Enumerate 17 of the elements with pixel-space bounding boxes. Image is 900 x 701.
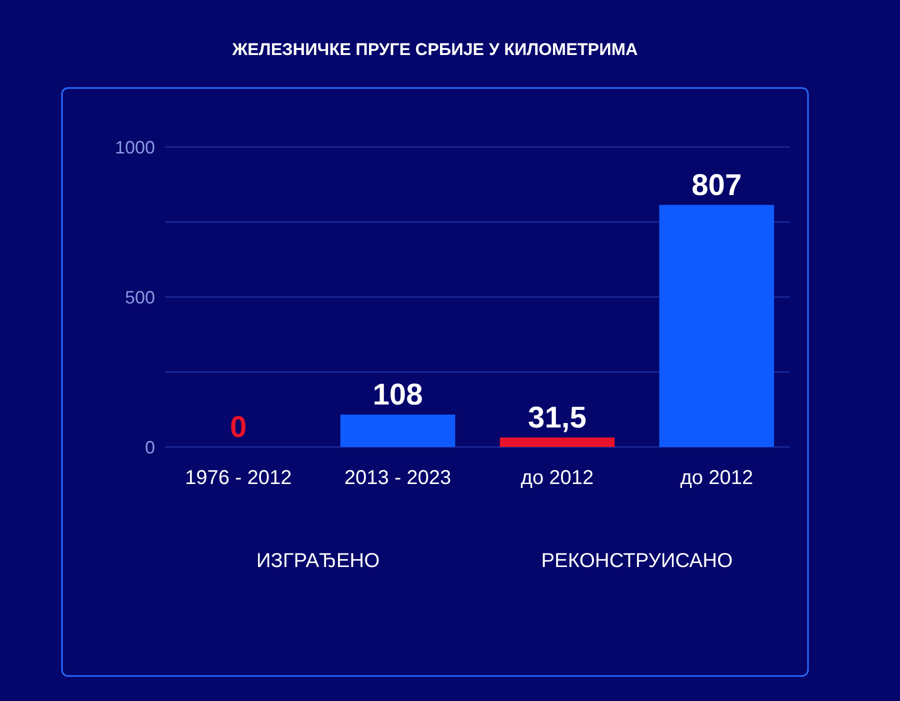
text: ИЗГРАЂЕНО	[256, 550, 380, 572]
data-label: 807	[692, 168, 742, 202]
x-tick-label: 2013 - 2023	[344, 467, 452, 489]
x-tick-label: до 2012	[680, 467, 754, 489]
text: РЕКОНСТРУИСАНО	[541, 550, 733, 572]
y-tick-label: 500	[124, 287, 155, 308]
x-tick-label: до 2012	[520, 467, 594, 489]
data-label: 0	[230, 411, 247, 444]
data-label: 31,5	[528, 402, 586, 435]
bar	[340, 414, 456, 447]
bar	[659, 204, 774, 447]
chart-title: ЖЕЛЕЗНИЧКЕ ПРУГЕ СРБИЈЕ У КИЛОМЕТРИМА	[231, 40, 638, 59]
bar	[500, 438, 615, 447]
x-tick-label: 1976 - 2012	[184, 467, 292, 489]
data-label: 108	[372, 378, 423, 412]
y-tick-label: 1000	[114, 137, 155, 158]
y-tick-label: 0	[144, 437, 155, 458]
